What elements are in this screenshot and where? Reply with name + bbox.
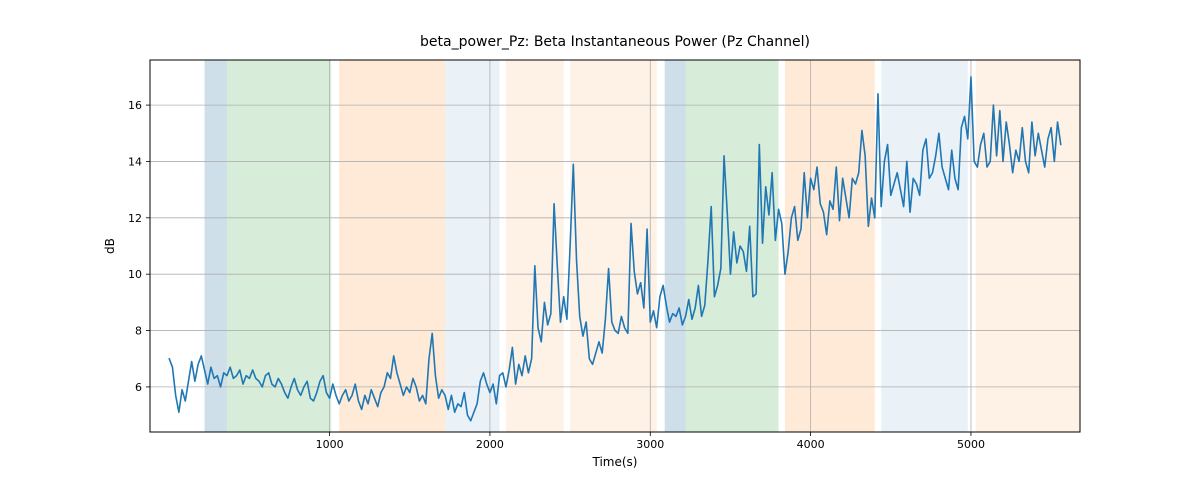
y-tick-label: 10 [128,268,142,281]
x-tick-label: 5000 [957,438,985,451]
background-band [881,60,968,432]
x-tick-label: 2000 [476,438,504,451]
y-tick-label: 8 [135,325,142,338]
beta-power-chart: beta_power_Pz: Beta Instantaneous Power … [0,0,1200,500]
x-ticks: 1000 2000 3000 4000 5000 [316,432,985,451]
background-band [785,60,875,432]
background-band [445,60,500,432]
background-band [339,60,445,432]
x-tick-label: 3000 [636,438,664,451]
y-tick-label: 6 [135,381,142,394]
y-tick-label: 16 [128,99,142,112]
y-ticks: 6 8 10 12 14 16 [128,99,150,394]
x-tick-label: 4000 [797,438,825,451]
background-band [227,60,331,432]
x-tick-label: 1000 [316,438,344,451]
background-band [570,60,657,432]
background-band [665,60,686,432]
y-axis-label: dB [103,238,117,254]
chart-title: beta_power_Pz: Beta Instantaneous Power … [420,34,810,50]
y-tick-label: 14 [128,155,142,168]
y-tick-label: 12 [128,212,142,225]
x-axis-label: Time(s) [592,455,638,469]
background-band [976,60,1080,432]
